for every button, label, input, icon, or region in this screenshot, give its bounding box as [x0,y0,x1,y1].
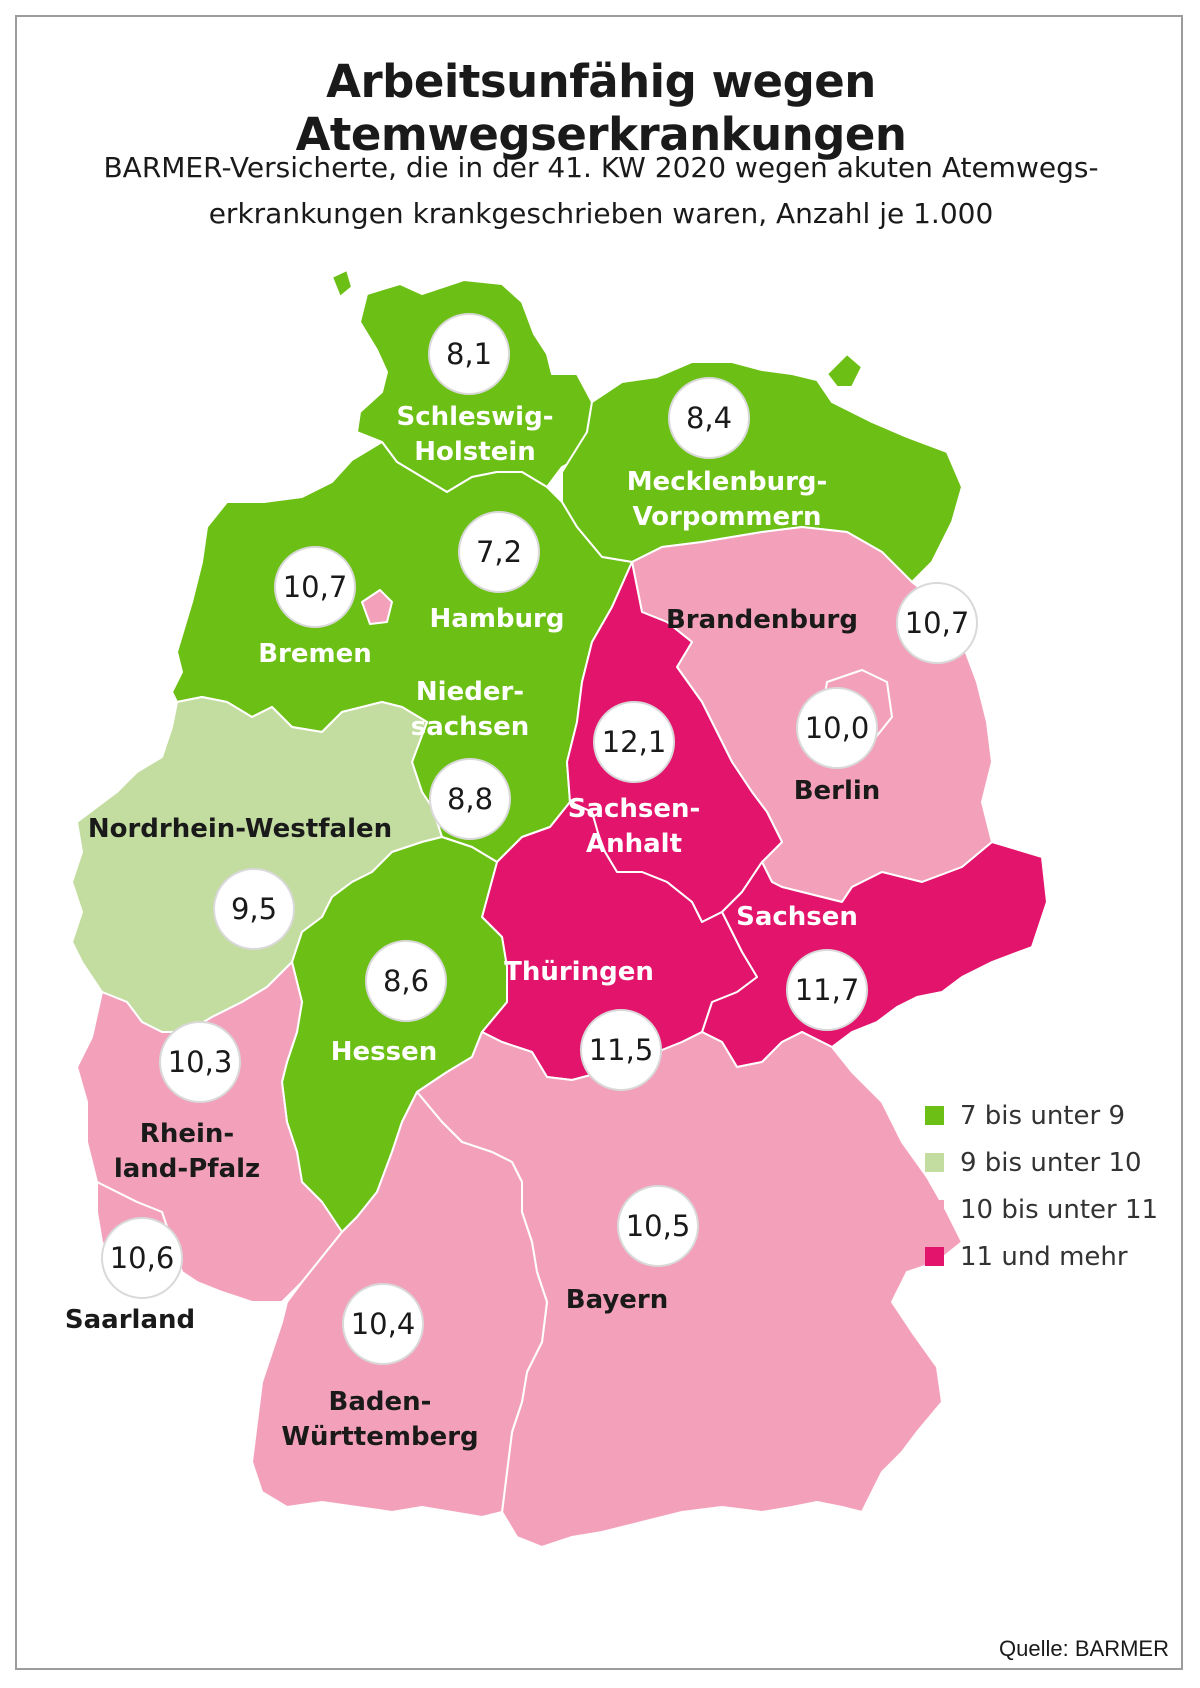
label-bremen: Bremen [258,639,372,669]
label-sachsen-anhalt-1: Sachsen- [568,794,701,824]
bubble-rheinland-pfalz: 10,3 [159,1021,241,1103]
bubble-sachsen: 11,7 [786,949,868,1031]
legend-swatch [925,1153,944,1172]
value-niedersachsen: 8,8 [447,782,493,816]
label-berlin: Berlin [794,776,881,806]
label-sachsen: Sachsen [736,902,858,932]
legend-swatch [925,1106,944,1125]
value-sachsen: 11,7 [795,973,860,1007]
label-schleswig-holstein-2: Holstein [414,437,536,467]
bubble-sachsen-anhalt: 12,1 [593,701,675,783]
value-bayern: 10,5 [626,1209,691,1243]
region-bremen [361,589,393,625]
bubble-brandenburg: 10,7 [896,582,978,664]
value-rheinland-pfalz: 10,3 [168,1045,233,1079]
label-rheinland-pfalz-1: Rhein- [140,1119,234,1149]
label-hamburg: Hamburg [430,604,565,634]
page-subtitle: BARMER-Versicherte, die in der 41. KW 20… [37,145,1165,237]
value-baden-wuerttemberg: 10,4 [351,1307,416,1341]
legend-label: 9 bis unter 10 [960,1147,1142,1178]
legend-swatch [925,1247,944,1266]
legend-item: 9 bis unter 10 [925,1139,1181,1186]
region-mv-island [826,353,863,388]
germany-map: Schleswig- Holstein Mecklenburg- Vorpomm… [65,269,1048,1548]
label-mecklenburg-vorpommern-1: Mecklenburg- [627,467,828,497]
source-note: Quelle: BARMER [999,1636,1169,1661]
value-saarland: 10,6 [110,1241,175,1275]
value-sachsen-anhalt: 12,1 [602,725,667,759]
value-nordrhein-westfalen: 9,5 [231,892,277,926]
legend-swatch [925,1200,944,1219]
subtitle-line-2: erkrankungen krankgeschrieben waren, Anz… [208,197,994,230]
bubble-hamburg: 7,2 [458,511,540,593]
label-sachsen-anhalt-2: Anhalt [586,829,682,859]
legend-item: 7 bis unter 9 [925,1092,1181,1139]
bubble-mecklenburg-vorpommern: 8,4 [668,377,750,459]
bubble-baden-wuerttemberg: 10,4 [342,1283,424,1365]
label-schleswig-holstein-1: Schleswig- [396,402,553,432]
label-saarland: Saarland [65,1305,195,1335]
value-berlin: 10,0 [805,711,870,745]
label-thueringen: Thüringen [504,957,654,987]
bubble-nordrhein-westfalen: 9,5 [213,868,295,950]
infographic-frame: Arbeitsunfähig wegen Atemwegserkrankunge… [15,15,1183,1670]
value-mecklenburg-vorpommern: 8,4 [686,401,732,435]
bubble-saarland: 10,6 [101,1217,183,1299]
label-hessen: Hessen [331,1037,438,1067]
value-bremen: 10,7 [283,570,348,604]
label-baden-wuerttemberg-2: Württemberg [281,1422,478,1452]
legend-label: 11 und mehr [960,1241,1128,1272]
subtitle-line-1: BARMER-Versicherte, die in der 41. KW 20… [103,151,1099,184]
bubble-niedersachsen: 8,8 [429,758,511,840]
label-baden-wuerttemberg-1: Baden- [329,1387,432,1417]
value-thueringen: 11,5 [589,1033,654,1067]
label-rheinland-pfalz-2: land-Pfalz [114,1154,260,1184]
legend-item: 10 bis unter 11 [925,1186,1181,1233]
bubble-hessen: 8,6 [365,940,447,1022]
bubble-berlin: 10,0 [796,687,878,769]
label-nordrhein-westfalen: Nordrhein-Westfalen [88,814,392,844]
region-sh-island [331,269,353,298]
label-mecklenburg-vorpommern-2: Vorpommern [632,502,821,532]
value-hessen: 8,6 [383,964,429,998]
value-hamburg: 7,2 [476,535,522,569]
value-brandenburg: 10,7 [905,606,970,640]
bubble-bremen: 10,7 [274,546,356,628]
label-niedersachsen-1: Nieder- [416,677,524,707]
value-schleswig-holstein: 8,1 [446,337,492,371]
legend-label: 7 bis unter 9 [960,1100,1125,1131]
legend: 7 bis unter 9 9 bis unter 10 10 bis unte… [925,1092,1181,1280]
legend-item: 11 und mehr [925,1233,1181,1280]
label-bayern: Bayern [566,1285,668,1315]
bubble-bayern: 10,5 [617,1185,699,1267]
bubble-thueringen: 11,5 [580,1009,662,1091]
label-niedersachsen-2: sachsen [411,712,530,742]
page-title: Arbeitsunfähig wegen Atemwegserkrankunge… [295,55,907,161]
bubble-schleswig-holstein: 8,1 [428,313,510,395]
region-sachsen [701,841,1048,1068]
label-brandenburg: Brandenburg [666,605,858,635]
legend-label: 10 bis unter 11 [960,1194,1159,1225]
